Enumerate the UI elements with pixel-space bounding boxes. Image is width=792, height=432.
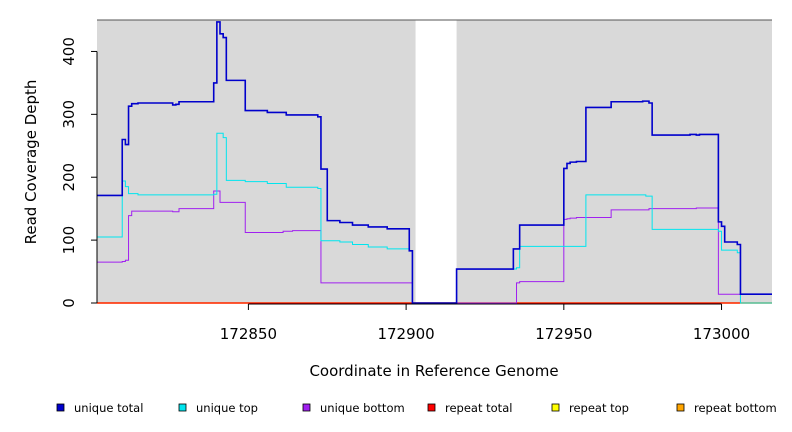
x-tick-label: 172950 [535,325,592,343]
y-tick-label: 300 [60,100,78,129]
y-tick-label: 200 [60,163,78,192]
y-tick-label: 400 [60,37,78,66]
series-line-unique-top [97,132,772,304]
legend-swatch-unique-top [178,403,187,412]
series-line-unique-bottom [97,190,772,304]
legend: unique total unique top unique bottom repea… [56,401,777,415]
shaded-region-2 [456,20,772,303]
shaded-region-1 [97,20,416,303]
axes: 0 100 200 300 400 172850 172900 172950 173000 [60,37,750,343]
legend-swatch-unique-total [56,403,65,412]
y-tick-label: 100 [60,226,78,255]
legend-label-repeat-top: repeat top [569,401,629,415]
x-tick-label: 172900 [377,325,434,343]
x-tick-label: 173000 [693,325,750,343]
series-line-unique-total [97,21,772,304]
x-tick-label: 172850 [220,325,277,343]
y-tick-label: 0 [60,298,78,308]
y-axis-label: Read Coverage Depth [22,80,40,245]
shaded-regions [97,20,772,303]
legend-swatch-repeat-total [427,403,436,412]
legend-swatch-repeat-top [551,403,560,412]
legend-label-repeat-total: repeat total [445,401,512,415]
legend-label-unique-top: unique top [196,401,258,415]
legend-label-unique-bottom: unique bottom [320,401,405,415]
legend-swatch-repeat-bottom [676,403,685,412]
series-lines [97,21,772,304]
legend-label-repeat-bottom: repeat bottom [694,401,777,415]
x-axis-label: Coordinate in Reference Genome [309,362,558,380]
legend-label-unique-total: unique total [74,401,143,415]
legend-swatch-unique-bottom [302,403,311,412]
